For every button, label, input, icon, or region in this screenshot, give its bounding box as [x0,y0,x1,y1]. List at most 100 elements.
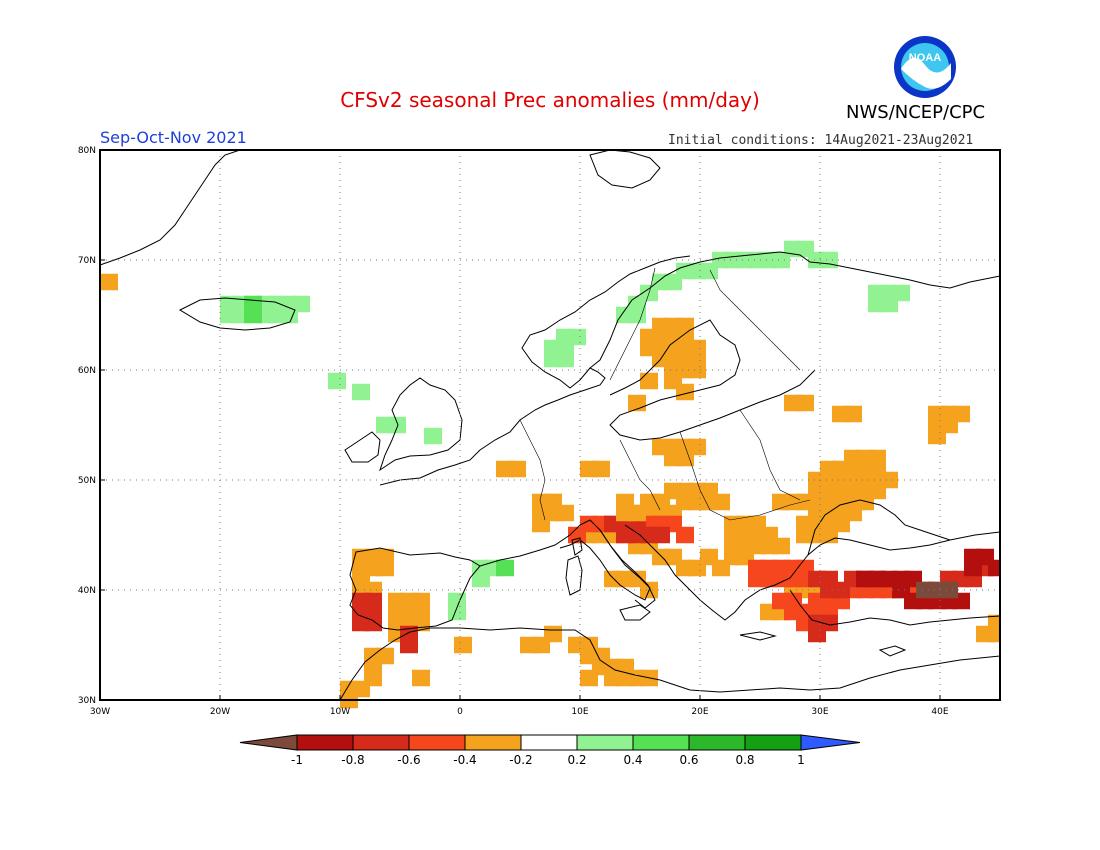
anomaly-cell-italy-dark [652,526,670,544]
anomaly-cell-pyrenees-green [328,372,346,390]
coast-greenland [99,149,241,266]
anomaly-cell-catalonia-green [496,559,514,577]
tick-label-lat: 80N [78,146,96,156]
anomaly-cell-iceland-core [244,295,262,313]
anomaly-cell-balkans [772,537,790,555]
border-fr-de [519,419,546,521]
anomaly-cell-pyrenees-green [376,416,394,434]
coast-crete [739,631,777,641]
tick-label-lat: 50N [78,476,96,486]
colorbar-swatch [520,734,578,751]
colorbar-swatch [408,734,466,751]
colorbar-label: -1 [291,753,303,767]
colorbar-label: 0.8 [735,753,754,767]
coast-iceland [178,297,296,331]
tick-label-lon: 0 [457,707,463,717]
colorbar-label: 1 [797,753,805,767]
tick-label-lat: 70N [78,256,96,266]
anomaly-cell-iberia-red [400,636,418,654]
anomaly-cell-france-orange [616,493,634,511]
anomaly-cell-pyrenees-green [424,427,442,445]
anomaly-cell-sweden [928,427,946,445]
coast-svalbard [589,149,661,189]
anomaly-cell-central-europe [712,493,730,511]
tick-label-lon: 20W [210,707,230,717]
agency-label: NWS/NCEP/CPC [846,102,986,123]
colorbar-label: 0.2 [567,753,586,767]
anomaly-cell-iberia [412,669,430,687]
anomaly-cell-iberia [376,548,394,566]
anomaly-cell-sweden [676,383,694,401]
border-ukraine [739,409,801,501]
logo-text: NOAA [909,52,941,64]
initial-conditions-label: Initial conditions: 14Aug2021-23Aug2021 [668,133,974,148]
anomaly-cell-sweden [688,361,706,379]
logo-bird [901,57,951,89]
colorbar-label: -0.4 [453,753,476,767]
coast-norway [521,255,691,389]
country-borders [519,267,811,521]
coast-med-north [479,519,651,601]
tick-label-lon: 30E [811,707,828,717]
coast-corsica [571,537,583,556]
anomaly-cells [100,240,1000,709]
anomaly-cell-italy-red [784,592,802,610]
anomaly-cell-turkey-brown [940,581,958,599]
anomaly-cell-iberia [454,636,472,654]
coast-blacksea [807,499,951,556]
anomaly-cell-pyrenees-green [472,570,490,588]
coast-africa [339,627,1001,701]
coast-cyprus [878,645,907,657]
coast-iberia [349,547,481,631]
colorbar-label: 0.4 [623,753,642,767]
coast-balkans [624,524,1001,621]
border-scand [609,267,656,381]
colorbar-label: -0.2 [509,753,532,767]
coast-sicily [619,604,651,621]
anomaly-cell-france-orange [508,460,526,478]
anomaly-cell-central-europe [592,460,610,478]
anomaly-cell-iberia-red [364,614,382,632]
colorbar-arrow-high [800,734,861,751]
noaa-logo: NOAA [894,36,956,98]
coast-uk [379,377,463,472]
coastlines [99,149,1001,701]
coast-ireland [344,431,381,463]
anomaly-cell-turkey-darkest [964,559,982,577]
anomaly-cell-iberia [976,625,994,643]
anomaly-cell-italy-dark [616,526,634,544]
anomaly-cell-italy-red [568,526,586,544]
colorbar-swatch [632,734,690,751]
colorbar-swatch [744,734,802,751]
anomaly-cell-turkey-darkest [988,559,1000,577]
colorbar-swatch [464,734,522,751]
colorbar-label: 0.6 [679,753,698,767]
anomaly-cell-iberia [544,625,562,643]
anomaly-cell-iceland [292,295,310,313]
tick-label-lon: 10W [330,707,350,717]
border-fin [709,269,801,371]
anomaly-cell-norway-coast [544,350,562,368]
anomaly-cell-sweden [796,394,814,412]
map-title: CFSv2 seasonal Prec anomalies (mm/day) [340,88,760,112]
anomaly-cell-greenland-edge [100,273,118,291]
tick-label-lon: 10E [571,707,588,717]
colorbar-label: -0.8 [341,753,364,767]
colorbar-swatch [352,734,410,751]
anomaly-cell-pyrenees-green [448,603,466,621]
tick-label-lat: 30N [78,696,96,706]
anomaly-cell-norway-coast [880,295,898,313]
coast-baltic [609,319,816,441]
colorbar: -1 -0.8 -0.6 -0.4 -0.2 0.2 0.4 0.6 0.8 1 [239,734,861,767]
anomaly-cell-norway-coast [568,328,586,346]
tick-label-lon: 30W [90,707,110,717]
axis-ticks: 30W 20W 10W 0 10E 20E 30E 40E 30N 40N 50N 60N 70N 80N [78,146,949,717]
coast-sardinia [565,555,583,596]
anomaly-cell-italy-red [676,526,694,544]
map-frame [99,149,1001,701]
coast-anatolia [789,589,1001,626]
tick-label-lon: 20E [691,707,708,717]
anomaly-cell-france-orange [532,515,550,533]
tick-label-lat: 60N [78,366,96,376]
